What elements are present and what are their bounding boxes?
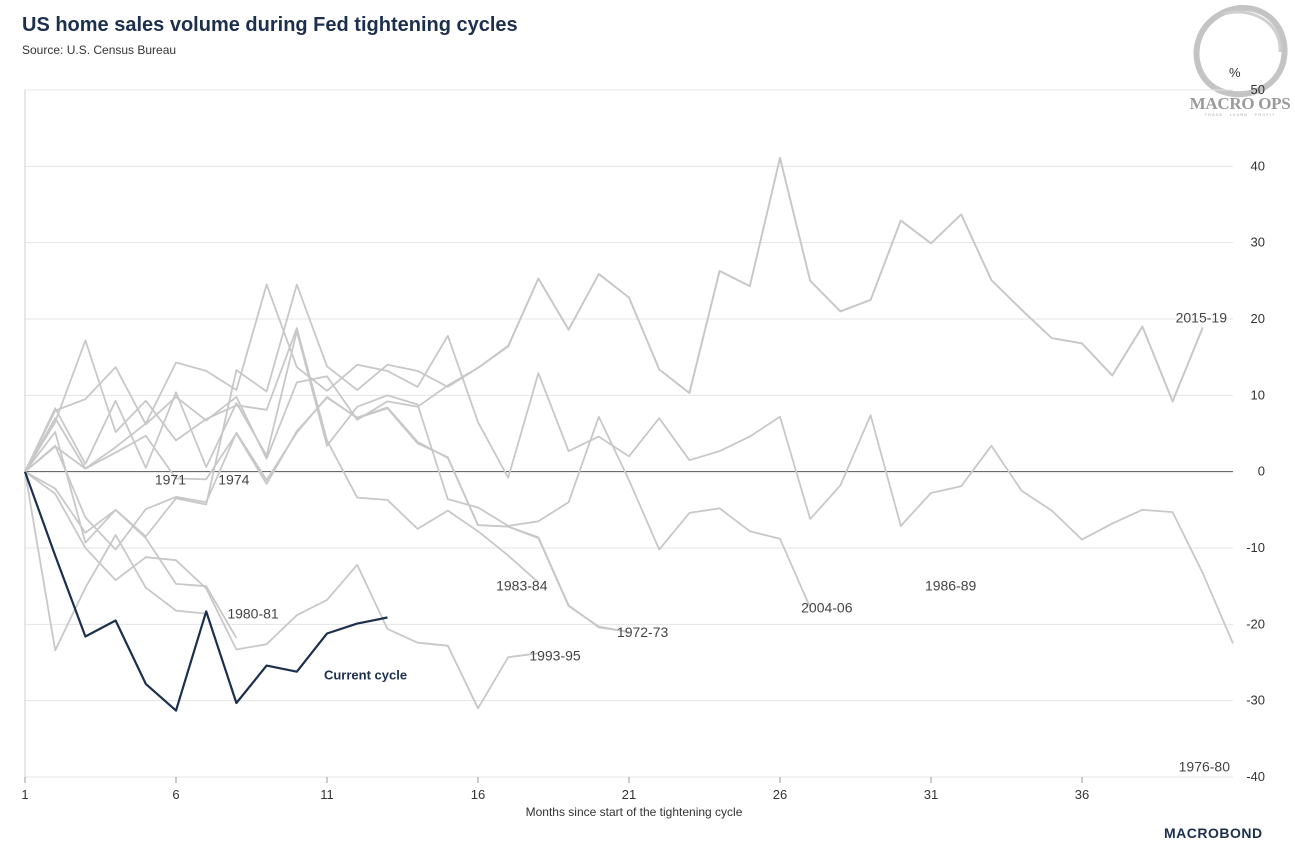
series-label-1980-81: 1980-81 [227, 606, 279, 622]
macrobond-logo: MACROBOND [1164, 825, 1263, 841]
series-line-current-cycle [23, 471, 388, 712]
series-label-current-cycle: Current cycle [324, 668, 407, 683]
y-tick-label: -10 [1246, 540, 1265, 555]
series-line-1971 [24, 283, 1234, 644]
y-tick-label: 30 [1251, 235, 1265, 250]
chart-title: US home sales volume during Fed tighteni… [22, 14, 518, 36]
series-lines [23, 157, 1234, 712]
series-label-2015-19: 2015-19 [1176, 309, 1228, 325]
y-tick-label: 10 [1251, 387, 1265, 402]
x-tick-label: 31 [924, 787, 938, 802]
macro-ops-watermark: MACRO OPS TRADE · LEARN · PROFIT [1184, 2, 1294, 118]
watermark-tagline: TRADE · LEARN · PROFIT [1204, 112, 1276, 117]
series-label-1976-80: 1976-80 [1179, 758, 1231, 774]
y-tick-label: -30 [1246, 693, 1265, 708]
x-tick-label: 1 [21, 787, 28, 802]
series-label-1971: 1971 [155, 471, 186, 487]
x-tick-label: 6 [172, 787, 179, 802]
chart-source: Source: U.S. Census Bureau [22, 43, 177, 57]
series-labels: 2015-19 1976-80 1986-89 2004-06 1972-73 1983-… [155, 309, 1230, 774]
series-label-1974: 1974 [218, 471, 249, 487]
y-tick-label: 0 [1258, 464, 1265, 479]
x-tick-label: 11 [320, 787, 334, 802]
series-label-2004-06: 2004-06 [801, 600, 853, 616]
series-label-1986-89: 1986-89 [925, 577, 977, 593]
series-line-1986-89 [24, 330, 812, 608]
series-line-1993-95 [24, 470, 238, 639]
x-tick-label: 26 [773, 787, 787, 802]
series-line-1980-81 [24, 471, 207, 652]
series-line-1972-73 [24, 470, 539, 710]
series-line-1974 [24, 396, 630, 633]
y-tick-label: -40 [1246, 769, 1265, 784]
grid-lines [24, 89, 1233, 778]
series-label-1993-95: 1993-95 [529, 648, 581, 664]
y-tick-label: -20 [1246, 616, 1265, 631]
x-tick-label: 36 [1075, 787, 1089, 802]
series-label-1972-73: 1972-73 [617, 624, 669, 640]
x-axis-title: Months since start of the tightening cyc… [526, 805, 743, 819]
y-tick-label: 50 [1251, 82, 1265, 97]
series-label-1983-84: 1983-84 [496, 577, 548, 593]
y-tick-label: 40 [1251, 158, 1265, 173]
watermark-text: MACRO OPS [1189, 94, 1291, 113]
y-tick-label: 20 [1251, 311, 1265, 326]
series-line-1983-84 [24, 327, 539, 584]
y-axis-unit: % [1229, 65, 1241, 80]
x-tick-label: 16 [471, 787, 485, 802]
series-line-2004-06 [24, 157, 1204, 544]
x-tick-label: 21 [622, 787, 636, 802]
brush-circle-logo [1193, 4, 1288, 98]
